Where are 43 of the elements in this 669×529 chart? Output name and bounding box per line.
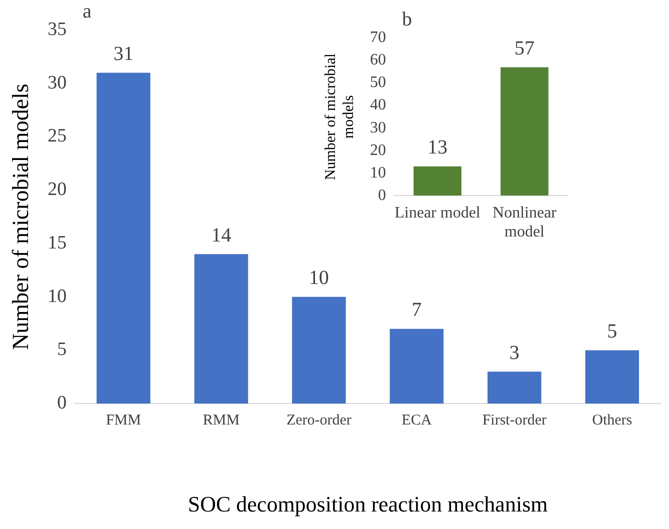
- y-tick-label: 30: [48, 72, 67, 94]
- y-tick-label: 10: [48, 286, 67, 307]
- y-tick-label: 25: [48, 126, 67, 147]
- data-label: 7: [412, 299, 422, 322]
- data-label: 14: [211, 224, 232, 246]
- y-axis-title: Number of microbial models: [322, 53, 357, 180]
- x-tick-label: Nonlinear model: [492, 204, 558, 241]
- bar: [585, 350, 640, 404]
- x-tick-label: FMM: [106, 412, 141, 429]
- bar: [194, 254, 248, 404]
- y-tick-label: 50: [370, 74, 386, 92]
- y-tick-label: 30: [370, 119, 386, 136]
- bar: [292, 296, 346, 404]
- bar: [390, 328, 444, 404]
- y-tick-label: 40: [370, 96, 386, 114]
- y-tick-label: 35: [48, 18, 67, 40]
- data-label: 5: [607, 320, 618, 342]
- y-tick-label: 20: [48, 179, 67, 200]
- y-tick-label: 60: [370, 52, 386, 69]
- data-label: 57: [514, 38, 534, 60]
- data-label: 13: [428, 136, 448, 159]
- x-tick-label: Zero-order: [286, 412, 352, 429]
- text: a: [82, 0, 92, 22]
- bar: [488, 372, 542, 404]
- y-tick-label: 10: [370, 164, 386, 182]
- x-tick-label: Others: [592, 412, 632, 429]
- data-label: 10: [308, 267, 329, 290]
- data-label: 3: [509, 342, 520, 364]
- x-tick-label: Linear model: [394, 204, 481, 222]
- x-tick-label: First-order: [482, 412, 546, 429]
- bar: [96, 72, 150, 404]
- y-axis-title: Number of microbial models: [8, 84, 33, 350]
- y-tick-label: 5: [57, 339, 67, 360]
- data-label: 31: [113, 42, 134, 65]
- y-tick-label: 0: [378, 186, 386, 204]
- x-tick-label: RMM: [202, 412, 240, 429]
- y-tick-label: 20: [370, 142, 386, 159]
- y-tick-label: 70: [370, 29, 386, 46]
- y-tick-label: 0: [57, 392, 67, 414]
- x-axis-title: SOC decomposition reaction mechanism: [188, 492, 548, 517]
- y-tick-label: 15: [48, 232, 67, 254]
- x-tick-label: ECA: [402, 412, 432, 429]
- annotation: b: [402, 8, 412, 30]
